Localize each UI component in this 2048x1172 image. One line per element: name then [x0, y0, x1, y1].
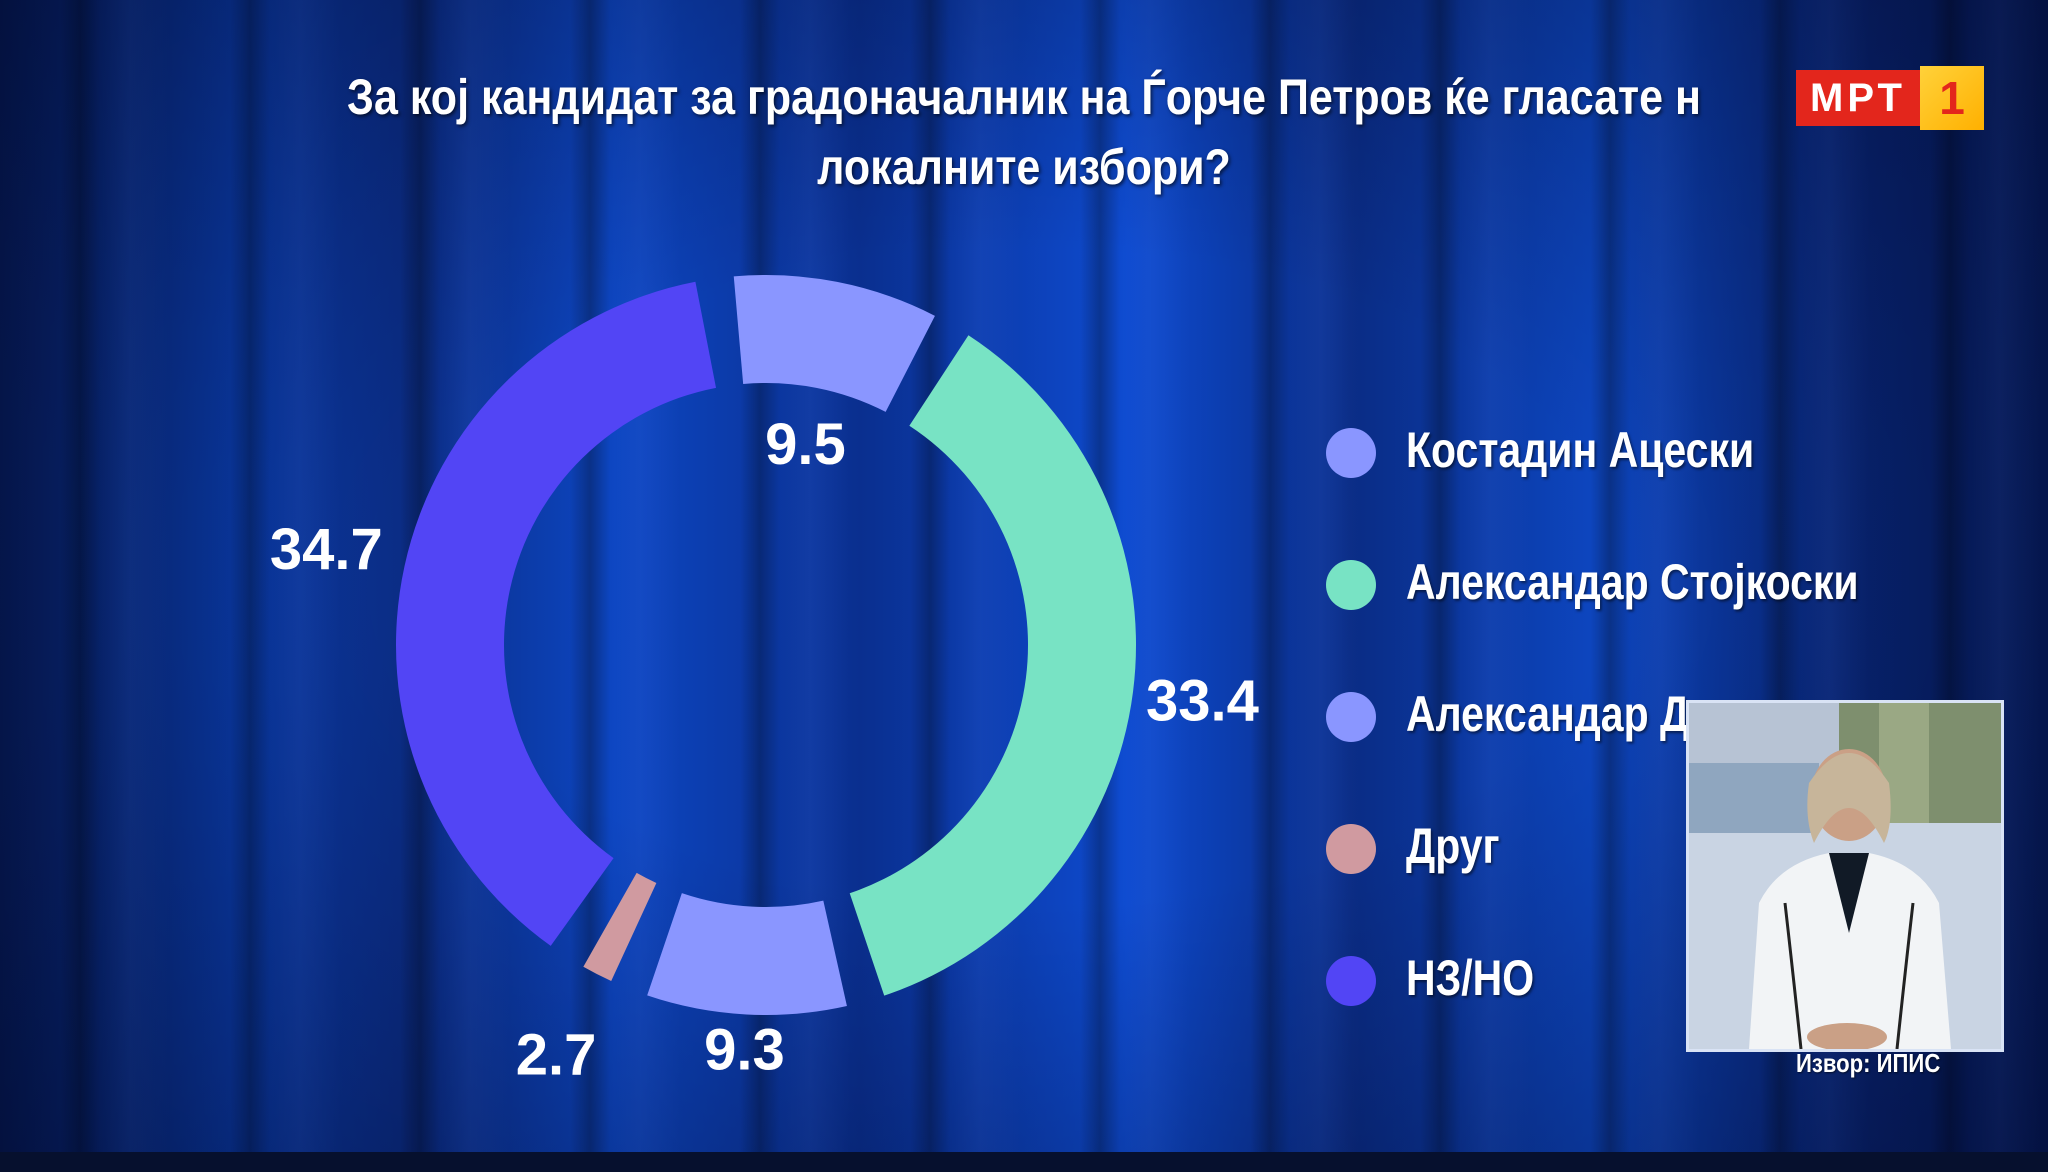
legend-color-dot: [1326, 956, 1376, 1006]
donut-slice-5: [396, 281, 717, 946]
slice-value-label-4: 2.7: [516, 1022, 597, 1087]
data-source-label: Извор: ИПИС: [1796, 1048, 1941, 1078]
legend-label: Костадин Ацески: [1406, 422, 1755, 478]
logo-yellow-block: [1920, 66, 1984, 130]
legend-item: НЗ/НО: [1322, 948, 2022, 1008]
donut-slice-1: [733, 275, 935, 412]
donut-slice-4: [583, 872, 657, 982]
logo-red-block: [1796, 70, 1920, 126]
logo-text: МРТ: [1810, 76, 1906, 120]
legend-label: НЗ/НО: [1406, 950, 1535, 1006]
donut-slice-3: [647, 893, 847, 1016]
legend-label: Александар Д: [1406, 686, 1690, 742]
logo-number: 1: [1939, 72, 1965, 124]
slice-value-label-2: 33.4: [1146, 669, 1259, 734]
chart-title-line-1: За кој кандидат за градоначалник на Ѓорч…: [347, 69, 1701, 125]
chart-title-line-2: локалните избори?: [817, 139, 1231, 195]
slice-value-labels: 9.5 33.4 9.3 2.7 34.7: [270, 412, 1259, 1087]
slice-value-label-1: 9.5: [765, 412, 846, 477]
broadcaster-logo: МРТ 1: [1796, 66, 1984, 130]
donut-slice-2: [849, 335, 1136, 996]
slice-value-label-3: 9.3: [704, 1017, 785, 1082]
legend-label: Друг: [1406, 818, 1500, 874]
sign-language-interpreter-video: [1686, 700, 2004, 1052]
legend-item: Александар Стојкоски: [1322, 552, 2022, 612]
bottom-letterbox: [0, 1152, 2048, 1172]
legend-color-dot: [1326, 428, 1376, 478]
legend-color-dot: [1326, 824, 1376, 874]
legend-item: Друг: [1322, 816, 2022, 876]
donut-slices: [396, 275, 1136, 1016]
legend-item: Костадин Ацески: [1322, 420, 2022, 480]
legend-item: Александар Д: [1322, 684, 2022, 744]
legend-color-dot: [1326, 692, 1376, 742]
legend-color-dot: [1326, 560, 1376, 610]
slice-value-label-5: 34.7: [270, 517, 383, 582]
legend-label: Александар Стојкоски: [1406, 554, 1859, 610]
